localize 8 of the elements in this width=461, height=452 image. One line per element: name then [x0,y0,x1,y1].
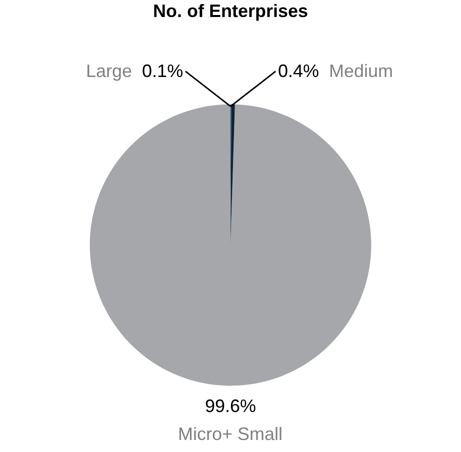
data-label: 99.6% [205,396,256,416]
chart-title: No. of Enterprises [152,1,308,22]
pie-slice [90,104,372,386]
slice-label: Micro+ Small [178,424,283,444]
data-label: 0.1% [142,61,184,81]
slice-label: Large [86,61,132,81]
data-label: 0.4% [278,61,320,81]
slice-label: Medium [329,61,394,81]
